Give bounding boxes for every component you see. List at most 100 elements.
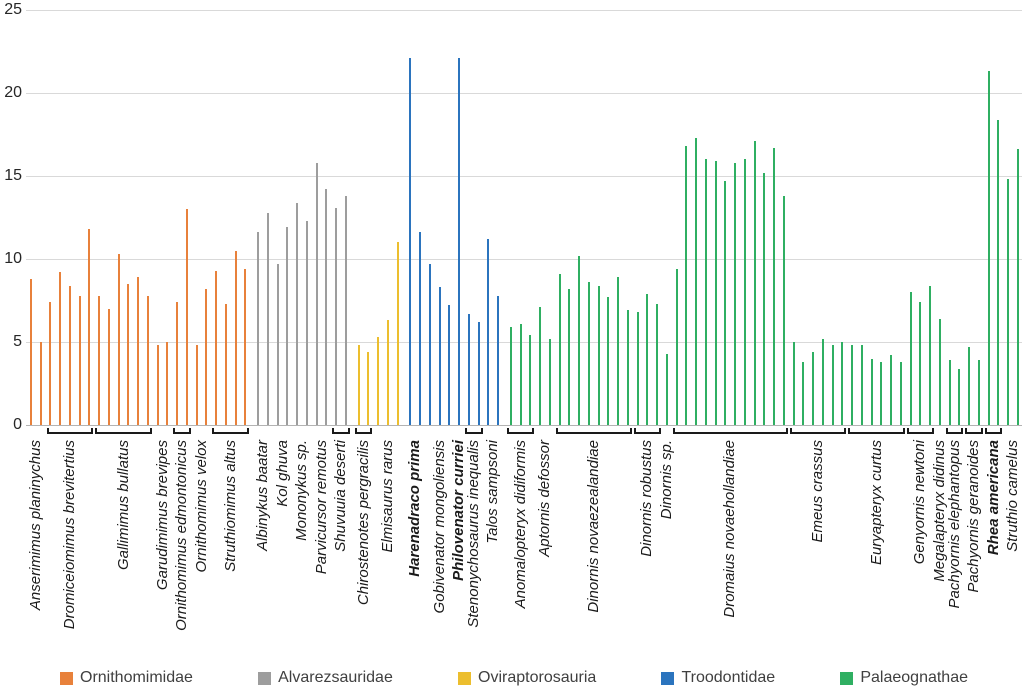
bar-slot: [691, 0, 701, 425]
species-group: Harenadraco prima: [406, 0, 426, 577]
bar-slot: [535, 0, 545, 425]
y-axis-tick-label: 10: [4, 250, 22, 267]
bar: [127, 284, 130, 425]
legend-item: Troodontidae: [661, 669, 775, 687]
bar: [467, 314, 470, 425]
bar: [831, 345, 834, 425]
bar-slot: [701, 0, 711, 425]
bar: [68, 286, 71, 425]
bar-slot: [574, 0, 584, 425]
species-group: Struthiomimus altus: [211, 0, 250, 572]
bar: [909, 292, 912, 425]
species-group: Talos sampsoni: [484, 0, 504, 544]
bar: [880, 362, 883, 425]
bar: [802, 362, 805, 425]
bar-slot: [322, 0, 332, 425]
species-group: Pachyornis geranoides: [964, 0, 984, 593]
species-label: Dinornis novaezealandiae: [584, 440, 602, 613]
y-axis-tick-label: 20: [4, 84, 22, 101]
bar: [968, 347, 971, 425]
bar-slot: [662, 0, 672, 425]
bar: [919, 302, 922, 425]
legend-item: Ornithomimidae: [60, 669, 193, 687]
bar-slot: [124, 0, 134, 425]
species-bracket: [332, 428, 350, 434]
bar-slot: [484, 0, 494, 425]
bar: [626, 310, 629, 425]
species-group: Kol ghuva: [273, 0, 293, 507]
bar-slot: [143, 0, 153, 425]
bar-slot: [613, 0, 623, 425]
bar: [205, 289, 208, 425]
bar: [117, 254, 120, 425]
bar: [1007, 179, 1010, 425]
bar: [743, 159, 746, 425]
species-label: Anserimimus planinychus: [26, 440, 44, 611]
legend-swatch: [258, 671, 272, 685]
bar: [812, 352, 815, 425]
bar: [734, 163, 737, 425]
species-bracket: [354, 428, 373, 434]
bar-slot: [292, 0, 302, 425]
bar-slot: [974, 0, 984, 425]
bar-slot: [555, 0, 565, 425]
x-axis-line: [26, 425, 1022, 426]
bar: [166, 342, 169, 425]
bar: [753, 141, 756, 425]
species-label: Harenadraco prima: [406, 440, 424, 577]
bar: [509, 327, 512, 425]
species-group: Gobivenator mongoliensis: [425, 0, 454, 613]
species-group: Elmisaurus rarus: [373, 0, 403, 553]
bar: [419, 232, 422, 425]
bar-slot: [945, 0, 955, 425]
species-label: Dinornis sp.: [657, 440, 675, 520]
bar-slot: [750, 0, 760, 425]
species-group: Megalapteryx didinus: [931, 0, 948, 582]
bar-slot: [474, 0, 484, 425]
bar: [335, 208, 338, 425]
species-label: Elmisaurus rarus: [378, 440, 396, 553]
bar: [782, 196, 785, 425]
gridline: [26, 176, 1022, 177]
species-label: Shuvuuia deserti: [332, 440, 349, 552]
bar-slot: [182, 0, 192, 425]
bar-slot: [506, 0, 516, 425]
bar: [646, 294, 649, 425]
bar: [215, 271, 218, 425]
bar-slot: [393, 0, 403, 425]
bar: [98, 296, 101, 425]
bar-slot: [75, 0, 85, 425]
legend-swatch: [60, 671, 73, 685]
species-bracket: [906, 428, 934, 434]
bar-slot: [711, 0, 721, 425]
bar: [367, 352, 370, 425]
bar: [396, 242, 399, 425]
species-label: Parvicursor remotus: [312, 440, 330, 575]
species-group: Dromiceiomimus brevitertius: [46, 0, 95, 629]
bar: [477, 322, 480, 425]
bar-slot: [202, 0, 212, 425]
bar: [636, 312, 639, 425]
bar-slot: [789, 0, 799, 425]
bar-slot: [526, 0, 536, 425]
bar-slot: [604, 0, 614, 425]
bar: [519, 324, 522, 425]
bar-slot: [263, 0, 273, 425]
species-bracket: [173, 428, 191, 434]
bar: [890, 355, 893, 425]
bar: [448, 305, 451, 425]
bar-slot: [153, 0, 163, 425]
species-group: Struthio camelus: [1003, 0, 1023, 552]
bar-slot: [46, 0, 56, 425]
species-label: Kol ghuva: [273, 440, 291, 507]
legend-item: Palaeognathae: [840, 669, 968, 687]
bar-slot: [493, 0, 503, 425]
species-label: Struthiomimus altus: [221, 440, 239, 572]
bar-slot: [172, 0, 182, 425]
bar: [386, 320, 389, 425]
bar: [257, 232, 260, 425]
species-label: Ornithomimus velox: [192, 440, 210, 573]
bar-slot: [721, 0, 731, 425]
legend-swatch: [661, 671, 675, 685]
bar-slot: [828, 0, 838, 425]
